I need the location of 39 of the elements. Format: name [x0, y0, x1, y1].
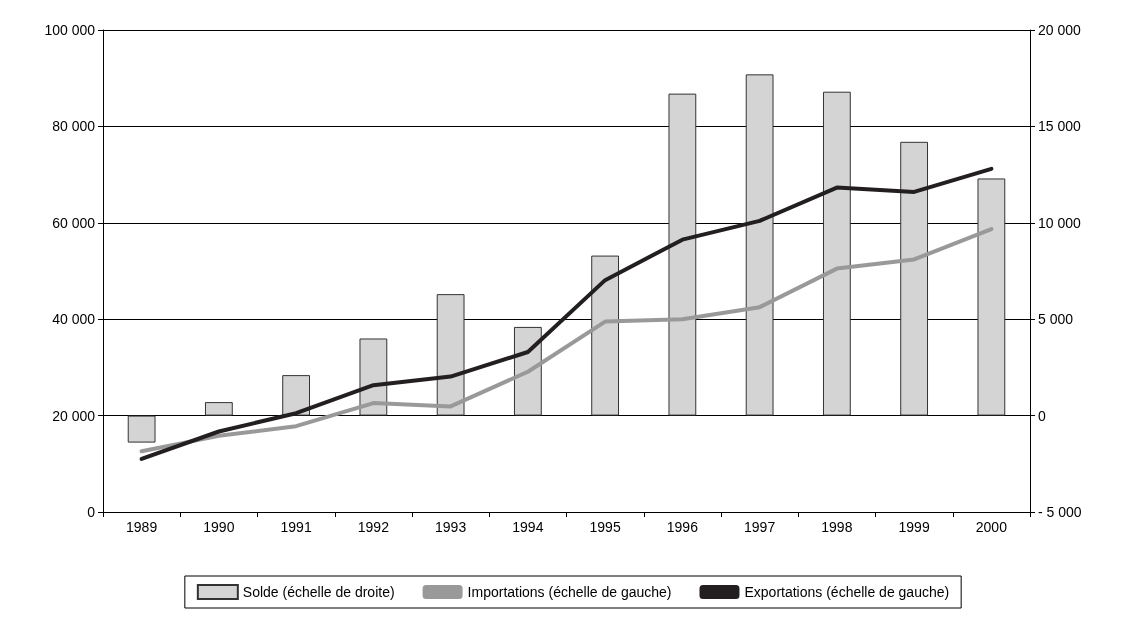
- x-tick-label: 1993: [435, 519, 467, 535]
- legend-label: Solde (échelle de droite): [242, 584, 395, 600]
- x-tick-label: 1990: [203, 519, 235, 535]
- bar: [591, 255, 620, 416]
- legend-label: Exportations (échelle de gauche): [744, 584, 950, 600]
- bar: [977, 178, 1006, 416]
- bar: [900, 141, 929, 416]
- x-tick-label: 1999: [898, 519, 930, 535]
- y2-tick-label: 20 000: [1038, 22, 1082, 38]
- x-tick-label: 1995: [589, 519, 621, 535]
- bar: [282, 375, 311, 416]
- bar: [127, 415, 156, 443]
- line-series: [139, 227, 994, 454]
- y-tick-label: 0: [87, 504, 96, 520]
- line-series: [139, 166, 994, 461]
- x-tick-label: 1992: [357, 519, 390, 535]
- y-tick-label: 40 000: [52, 311, 96, 328]
- x-tick-label: 1997: [744, 519, 776, 535]
- x-tick-label: 1991: [280, 519, 312, 535]
- y2-tick-label: 0: [1038, 407, 1046, 424]
- y2-tick-label: 15 000: [1038, 118, 1082, 135]
- y-tick-label: 100 000: [44, 22, 96, 38]
- x-tick-label: 1989: [126, 519, 158, 535]
- y-tick-label: 80 000: [52, 118, 96, 135]
- x-tick-label: 1996: [666, 519, 699, 535]
- y2-tick-label: 10 000: [1038, 214, 1082, 231]
- bar: [668, 93, 697, 416]
- x-tick-label: 2000: [975, 519, 1008, 535]
- y-tick-label: 20 000: [52, 407, 96, 424]
- y2-tick-label: - 5 000: [1038, 504, 1082, 520]
- bar: [436, 294, 465, 416]
- legend-label: Importations (échelle de gauche): [467, 584, 672, 600]
- bar: [204, 402, 233, 416]
- y-tick-label: 60 000: [52, 214, 96, 231]
- x-tick-label: 1994: [512, 519, 544, 535]
- bar: [822, 91, 851, 416]
- bar: [745, 74, 774, 416]
- y2-tick-label: 5 000: [1038, 311, 1074, 328]
- x-tick-label: 1998: [821, 519, 853, 535]
